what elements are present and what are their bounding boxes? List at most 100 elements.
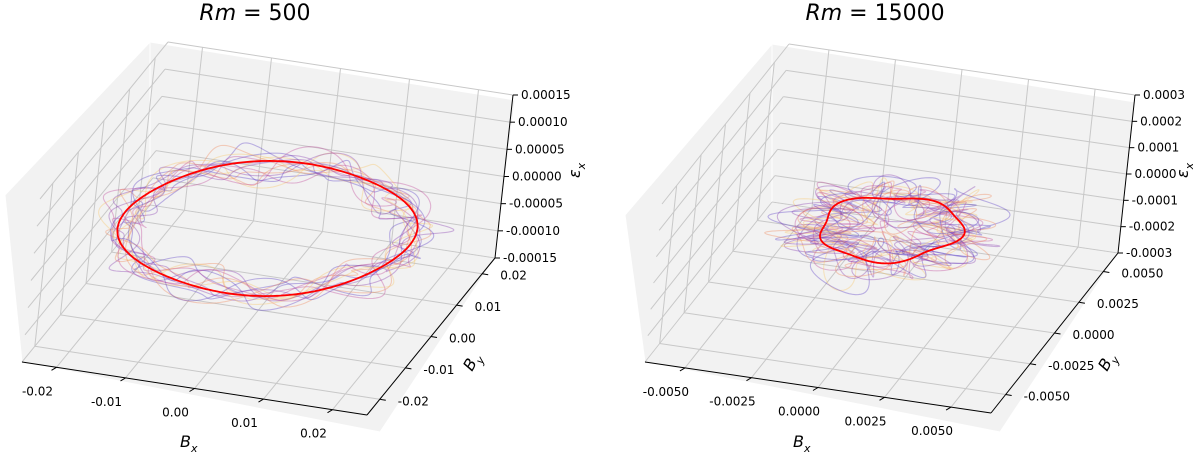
x-tick-label: -0.02 — [22, 384, 53, 398]
x-tick-label: 0.0000 — [778, 405, 820, 419]
y-tick-mark — [456, 304, 463, 307]
grid-line-z — [780, 122, 1127, 175]
grid-line-z — [661, 43, 790, 205]
y-tick-label: -0.02 — [398, 394, 429, 408]
x-tick-label: -0.0050 — [643, 385, 689, 399]
z-axis-ticks: -0.0003 -0.0002 -0.0001 0.0000 0.0001 0.0002 0… — [1117, 88, 1185, 260]
grid-line-z — [155, 150, 502, 205]
trajectory-line — [112, 156, 417, 300]
grid-line-z — [161, 95, 508, 150]
y-tick-mark — [1078, 301, 1086, 304]
x-axis-ticks: -0.0050 -0.0025 0.0000 0.0025 0.0050 — [643, 361, 992, 438]
z-tick-label: -0.00005 — [509, 197, 563, 211]
trajectory-line — [791, 186, 982, 281]
trajectory-line — [791, 186, 991, 277]
y-axis-line — [366, 257, 496, 416]
grid-line-z — [650, 149, 779, 310]
x-tick-mark — [51, 366, 57, 371]
grid-lines — [21, 41, 514, 411]
z-tick-label: 0.0002 — [1140, 114, 1182, 128]
grid-line-y — [34, 345, 380, 400]
trajectories — [98, 142, 455, 311]
x-tick-label: 0.02 — [300, 427, 327, 441]
y-tick-mark — [379, 398, 386, 401]
trajectory-line — [111, 152, 421, 302]
grid-line-z — [24, 177, 154, 336]
y-tick-mark — [1054, 332, 1061, 335]
y-tick-mark — [1029, 363, 1037, 366]
grid-line-z — [164, 68, 511, 123]
chart-title: Rm = 500 — [199, 1, 310, 26]
z-axis-line — [494, 94, 514, 259]
chart-rm-15000: Rm = 15000 -0.0050 -0.0025 0.0000 0.0025 0.0… — [624, 1, 1196, 455]
grid-line-y — [708, 281, 1055, 334]
z-tick-label: -0.0003 — [1126, 246, 1172, 260]
trajectory-line — [114, 144, 432, 304]
y-tick-mark — [1103, 270, 1110, 273]
trajectory-line — [110, 152, 421, 302]
x-axis-line — [21, 361, 368, 416]
trajectory-line — [124, 163, 412, 301]
x-axis-ticks: -0.02 -0.01 0.00 0.01 0.02 — [21, 361, 368, 441]
grid-line-z — [653, 122, 781, 284]
trajectory-line — [775, 193, 977, 279]
x-tick-mark — [120, 377, 126, 382]
trajectory-line — [784, 188, 978, 281]
grid-line-y — [659, 343, 1006, 396]
z-tick-label: -0.0001 — [1132, 193, 1178, 207]
x-tick-mark — [812, 387, 819, 391]
grid-line-y — [60, 314, 406, 369]
trajectory-line — [796, 177, 992, 276]
chart-rm-500: Rm = 500 -0.02-0.010.000.010.02 -0.02-0.… — [4, 1, 588, 455]
z-tick-label: -0.00010 — [506, 224, 560, 238]
x-tick-label: 0.00 — [162, 406, 189, 420]
grid-line-z — [167, 41, 514, 96]
grid-line-z — [788, 43, 1136, 96]
z-tick-label: -0.0002 — [1129, 220, 1175, 234]
trajectories — [763, 174, 1011, 296]
x-tick-mark — [189, 388, 195, 392]
y-axis-ticks: -0.0050 -0.0025 0.0000 0.0025 0.0050 — [990, 252, 1163, 414]
trajectory-line — [804, 181, 980, 261]
y-axis-ticks: -0.02 -0.01 0.00 0.01 0.02 — [366, 257, 527, 416]
x-tick-label: 0.01 — [231, 416, 258, 430]
trajectory-line — [98, 153, 434, 300]
y-tick-label: 0.00 — [449, 332, 476, 346]
y-tick-mark — [1005, 394, 1012, 397]
y-tick-label: -0.01 — [423, 363, 454, 377]
trajectory-line — [780, 181, 980, 291]
x-axis-label: Bx — [180, 432, 198, 455]
z-tick-label: 0.00015 — [521, 88, 571, 102]
trajectory-line — [128, 152, 419, 305]
grid-line-z — [21, 204, 151, 363]
x-tick-label: -0.01 — [91, 395, 122, 409]
grid-line-z — [644, 201, 773, 363]
x-tick-mark — [879, 396, 885, 401]
z-tick-label: 0.00000 — [512, 170, 562, 184]
y-tick-label: -0.0050 — [1024, 390, 1070, 404]
chart-title: Rm = 15000 — [805, 1, 944, 26]
x-tick-mark — [327, 409, 333, 414]
grid-line-z — [655, 96, 784, 257]
z-axis-label: εx — [1173, 162, 1196, 178]
trajectory-line — [796, 181, 994, 271]
y-axis-label: By — [459, 349, 488, 376]
grid-line-z — [27, 150, 157, 308]
grid-line-z — [149, 204, 496, 259]
trajectory-line — [799, 181, 984, 280]
y-tick-mark — [482, 273, 489, 276]
grid-line-y — [732, 250, 1079, 303]
y-tick-label: 0.0025 — [1097, 297, 1139, 311]
grid-line-y — [111, 251, 457, 306]
trajectory-line — [763, 192, 992, 271]
trajectory-line — [802, 177, 962, 270]
z-axis-line — [1117, 94, 1136, 254]
z-tick-label: 0.0001 — [1137, 141, 1179, 155]
x-tick-mark — [945, 406, 952, 411]
grid-line-z — [33, 96, 163, 254]
trajectory-line — [105, 162, 419, 308]
mean-orbit-line — [819, 197, 966, 265]
grid-line-y — [684, 312, 1031, 365]
x-tick-label: 0.0025 — [845, 414, 887, 428]
